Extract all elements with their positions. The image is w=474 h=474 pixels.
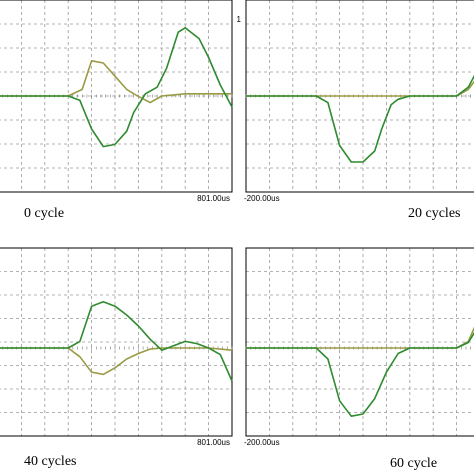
series-line <box>0 60 232 104</box>
x-tick-label-left: -200.00us <box>244 194 280 203</box>
panel-caption: 60 cycle <box>390 456 438 471</box>
series-line <box>0 27 233 148</box>
x-tick-label-right: 801.00us <box>197 438 230 447</box>
scope-plot: -200.00us <box>244 247 474 447</box>
series-line <box>246 331 474 417</box>
x-tick-label-left: -200.00us <box>244 438 280 447</box>
series-line <box>246 326 474 349</box>
scope-panel-0-cycle: 801.00us 0 cycle <box>0 0 236 236</box>
series-line <box>246 74 474 163</box>
plot-frame <box>0 247 233 437</box>
x-tick-label-right: 801.00us <box>197 194 230 203</box>
plot-frame <box>245 247 474 437</box>
scope-panel-60-cycle: -200.00us 60 cycle <box>240 247 474 474</box>
scope-plot: 801.00us <box>0 247 233 447</box>
scope-plot: 801.00us <box>0 0 233 203</box>
series-line <box>0 301 233 382</box>
panel-caption: 20 cycles <box>408 206 461 221</box>
series-line <box>246 80 474 97</box>
scope-plot: -200.00us 1 <box>237 0 474 203</box>
scope-panel-40-cycles: 801.00us 40 cycles <box>0 247 236 474</box>
scope-panel-20-cycles: -200.00us 1 20 cycles <box>237 0 474 236</box>
y-tick-label-top: 1 <box>237 15 242 24</box>
series-line <box>0 347 233 376</box>
panel-caption: 40 cycles <box>24 454 77 469</box>
panel-caption: 0 cycle <box>24 206 65 221</box>
